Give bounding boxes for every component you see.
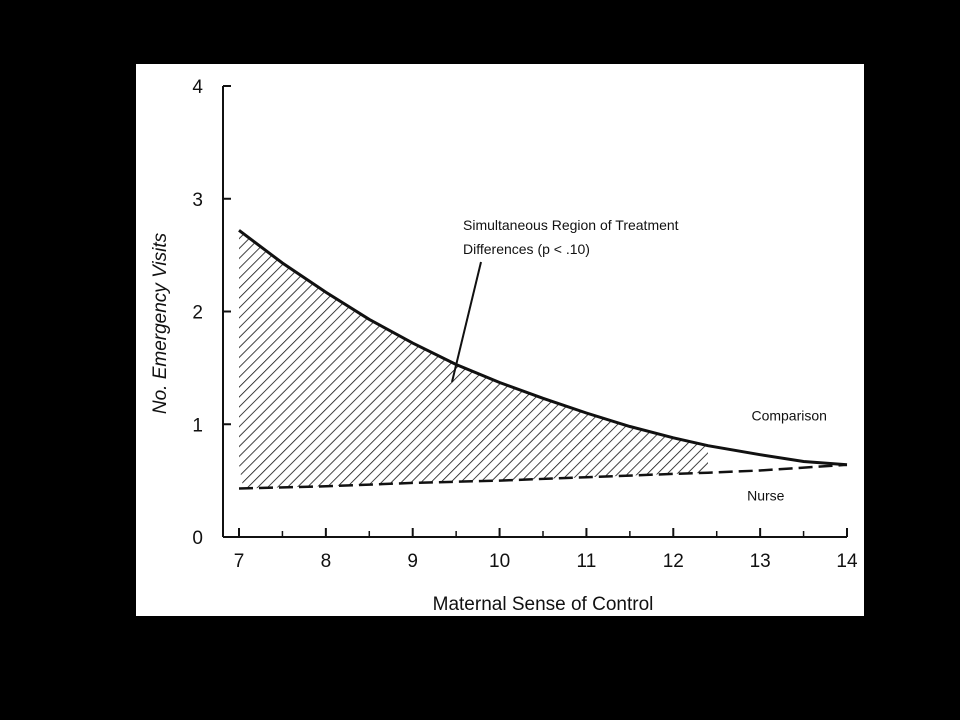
figure-panel: 0 1 2 3 4 7 8 9 10 11 12 13 14 Comparison Nurse Simulta…: [136, 64, 864, 616]
x-axis-title: Maternal Sense of Control: [433, 594, 654, 615]
annotation-line-2: Differences (p < .10): [463, 241, 590, 257]
x-tick-label: 12: [663, 551, 684, 572]
y-tick-label: 3: [192, 190, 203, 211]
series-line-comparison: [238, 229, 848, 467]
y-tick-label: 2: [192, 303, 203, 324]
annotation-line-1: Simultaneous Region of Treatment: [463, 217, 679, 233]
x-tick-label: 7: [234, 551, 245, 572]
series-label-comparison: Comparison: [751, 407, 826, 423]
y-axis-title: No. Emergency Visits: [150, 232, 171, 414]
x-tick-label: 8: [321, 551, 332, 572]
series-line-nurse: [238, 463, 848, 490]
y-tick-label: 0: [192, 528, 203, 549]
y-tick-label: 1: [192, 415, 203, 436]
x-tick-label: 13: [750, 551, 771, 572]
hatched-region: [239, 230, 708, 489]
x-tick-label: 11: [577, 551, 597, 572]
annotation-pointer: [451, 261, 482, 383]
y-tick-label: 4: [192, 77, 203, 98]
x-tick-label: 9: [407, 551, 418, 572]
x-tick-label: 10: [489, 551, 510, 572]
x-tick-label: 14: [836, 551, 858, 572]
series-label-nurse: Nurse: [747, 488, 785, 504]
